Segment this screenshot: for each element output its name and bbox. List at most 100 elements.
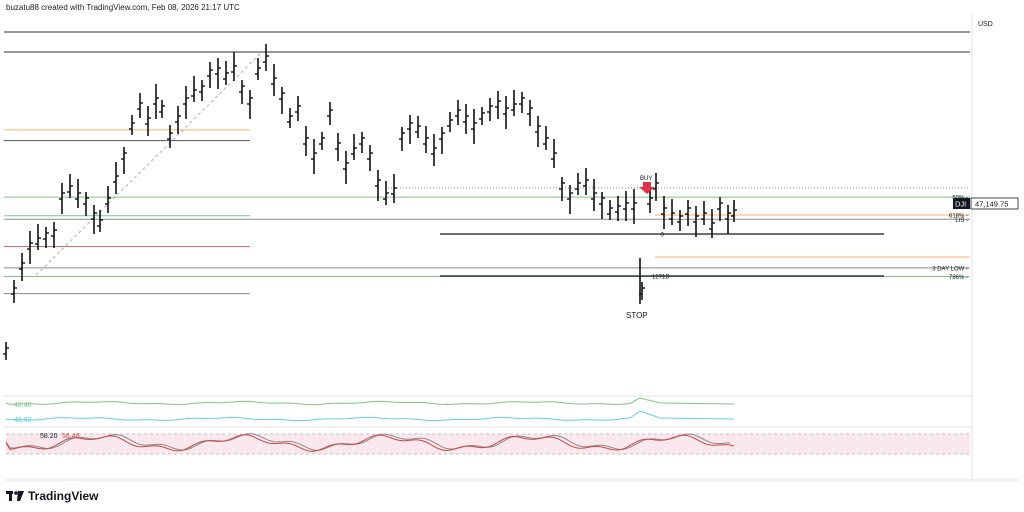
price-bar bbox=[701, 201, 707, 225]
price-bar bbox=[731, 200, 737, 222]
price-bar bbox=[255, 58, 261, 80]
price-bar bbox=[583, 168, 589, 195]
price-bar bbox=[503, 96, 509, 129]
price-bar bbox=[375, 170, 381, 201]
price-bar bbox=[511, 90, 517, 116]
rsi-line bbox=[5, 433, 730, 451]
price-bar bbox=[463, 104, 469, 134]
price-bar bbox=[295, 96, 301, 121]
rsi-value-1: 58.20 bbox=[40, 433, 58, 440]
indicator-panes bbox=[5, 397, 970, 455]
price-bar bbox=[105, 186, 111, 213]
price-bar bbox=[669, 199, 675, 225]
rsi-band bbox=[6, 434, 970, 454]
zero-label: 0 bbox=[661, 233, 665, 239]
extension-label: 1271D bbox=[652, 275, 670, 281]
price-bar bbox=[351, 134, 357, 160]
annotations-layer: 0 1271D BUY STOP bbox=[440, 176, 970, 320]
price-bar bbox=[215, 58, 221, 89]
price-bar bbox=[471, 109, 477, 144]
currency-label: USD bbox=[978, 21, 993, 28]
rsi-signal-line bbox=[5, 434, 735, 452]
levels-layer: 50% -618% -LIS -3 DAY LOW -786% - bbox=[4, 129, 970, 295]
price-bar bbox=[167, 125, 173, 148]
price-bar bbox=[607, 200, 613, 220]
price-bar bbox=[685, 200, 691, 226]
indicator-2-line bbox=[5, 410, 735, 422]
price-bar bbox=[35, 224, 41, 250]
diagonal-trend-line bbox=[35, 51, 263, 276]
price-bar bbox=[399, 127, 405, 151]
symbol-label: DJI bbox=[955, 200, 966, 209]
last-price-label: 47,149.75 bbox=[975, 200, 1008, 209]
price-bar bbox=[661, 196, 667, 229]
price-bar bbox=[319, 132, 325, 150]
price-bar bbox=[543, 126, 549, 150]
price-bar bbox=[279, 87, 285, 114]
price-bar bbox=[335, 133, 341, 161]
price-bar bbox=[717, 197, 723, 221]
price-bar bbox=[175, 106, 181, 134]
price-bar bbox=[51, 222, 57, 248]
price-bar bbox=[83, 192, 89, 216]
price-bar bbox=[383, 181, 389, 205]
price-bars bbox=[3, 44, 737, 360]
price-bar bbox=[113, 162, 119, 194]
price-bar bbox=[207, 62, 213, 88]
price-bar bbox=[519, 92, 525, 113]
price-bar bbox=[75, 179, 81, 208]
price-bar bbox=[407, 115, 413, 144]
price-bar bbox=[159, 100, 165, 118]
rsi-value-2: 56.46 bbox=[62, 433, 80, 440]
price-bar bbox=[487, 98, 493, 121]
price-bar bbox=[623, 191, 629, 221]
price-bar bbox=[391, 174, 397, 203]
price-bar bbox=[43, 227, 49, 248]
price-bar bbox=[567, 185, 573, 214]
price-bar bbox=[359, 132, 365, 153]
price-bar bbox=[271, 64, 277, 96]
price-bar bbox=[327, 102, 333, 125]
level-label-3-day-low: 3 DAY LOW - bbox=[932, 266, 968, 272]
price-bar bbox=[551, 139, 557, 168]
price-bar bbox=[97, 210, 103, 232]
price-bar bbox=[145, 106, 151, 136]
price-bar bbox=[479, 107, 485, 125]
price-bar bbox=[591, 179, 597, 211]
price-bar bbox=[137, 93, 143, 118]
indicator-2-value: 48.63 bbox=[14, 417, 32, 424]
level-label-618-: 618% - bbox=[949, 214, 968, 220]
price-bar bbox=[19, 253, 25, 281]
price-bar bbox=[599, 192, 605, 219]
buy-label: BUY bbox=[640, 176, 652, 182]
price-bar bbox=[415, 116, 421, 138]
price-bar bbox=[59, 183, 65, 214]
price-bar bbox=[615, 196, 621, 221]
price-bar bbox=[709, 209, 715, 238]
indicator-1-line bbox=[5, 397, 735, 406]
price-bar bbox=[343, 151, 349, 184]
price-bar bbox=[535, 116, 541, 147]
price-bar bbox=[191, 76, 197, 102]
price-bar bbox=[495, 91, 501, 119]
price-bar bbox=[11, 280, 17, 303]
price-bar bbox=[447, 112, 453, 132]
price-bar bbox=[91, 205, 97, 234]
price-bar bbox=[677, 210, 683, 231]
price-bar bbox=[27, 231, 33, 264]
price-bar bbox=[631, 189, 637, 224]
price-bar bbox=[423, 126, 429, 153]
stop-label: STOP bbox=[626, 311, 648, 320]
price-bar bbox=[693, 206, 699, 237]
price-bar bbox=[183, 86, 189, 119]
price-bar bbox=[199, 80, 205, 101]
indicator-1-value: 48.40 bbox=[14, 402, 32, 409]
tradingview-logo-icon bbox=[6, 491, 24, 501]
price-bar bbox=[647, 190, 653, 213]
tradingview-brand-text: TradingView bbox=[28, 489, 99, 503]
price-bar bbox=[121, 147, 127, 174]
chart-header: buzatu88 created with TradingView.com, F… bbox=[6, 3, 240, 12]
price-bar bbox=[303, 126, 309, 156]
footer-brand[interactable]: TradingView bbox=[6, 489, 98, 503]
